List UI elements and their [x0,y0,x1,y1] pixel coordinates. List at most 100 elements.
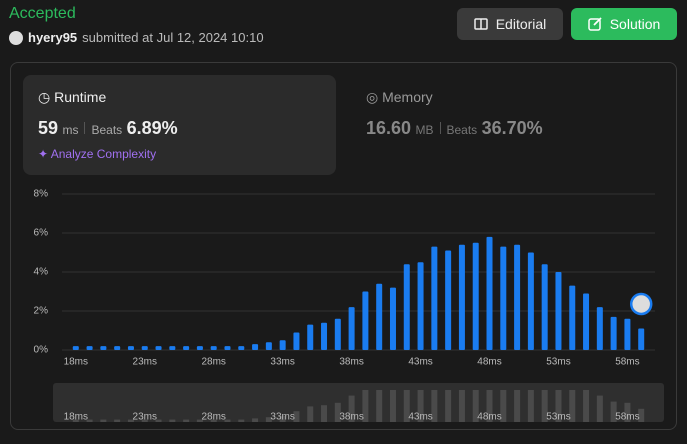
x-tick-label: 33ms [270,357,294,368]
minimap[interactable] [53,383,664,422]
bar[interactable] [210,346,217,350]
mini-bar [638,408,645,422]
bar[interactable] [72,346,79,350]
mini-bar [389,390,396,422]
y-tick-label: 4% [34,267,49,278]
mini-bar [486,390,493,422]
mini-bar [169,419,176,422]
bar[interactable] [445,250,452,350]
bar[interactable] [86,346,93,350]
memory-title[interactable]: ◎ Memory [366,89,433,105]
x-tick-label: 23ms [133,357,157,368]
mini-bar [321,405,328,422]
bar[interactable] [321,322,328,350]
mini-bar [293,411,300,422]
x-tick-label: 38ms [339,357,363,368]
mini-bar [196,419,203,422]
bar[interactable] [514,244,521,350]
mini-bar [376,390,383,422]
x-tick-label: 48ms [477,357,501,368]
minimap-tick-label: 38ms [339,412,363,423]
mini-bar [155,419,162,422]
mini-bar [514,390,521,422]
bar[interactable] [486,236,493,350]
bar[interactable] [610,316,617,350]
bar[interactable] [238,346,245,350]
book-icon [473,18,488,30]
bar[interactable] [183,346,190,350]
y-tick-label: 8% [34,189,49,200]
mini-bar [86,419,93,422]
minimap-tick-label: 53ms [546,412,570,423]
bar[interactable] [555,272,562,350]
mini-bar [114,419,121,422]
memory-stats: 16.60 MB Beats 36.70% [366,118,543,139]
solution-button[interactable]: Solution [571,8,677,40]
mini-bar [183,419,190,422]
analyze-link[interactable]: ✦ Analyze Complexity [38,147,157,161]
bar[interactable] [293,332,300,350]
bar[interactable] [334,318,341,350]
minimap-tick-label: 23ms [133,412,157,423]
mini-bar [252,418,259,422]
beats-label: Beats [446,123,478,137]
bar[interactable] [458,244,465,350]
user[interactable]: hyery95 [28,30,78,45]
mini-bar [362,390,369,422]
x-tick-label: 28ms [201,357,225,368]
mini-bar [596,395,603,422]
beats: 36.70% [481,118,543,138]
text: Memory [382,89,433,105]
bar[interactable] [196,346,203,350]
mini-bar [472,390,479,422]
bar[interactable] [500,246,507,350]
bar[interactable] [389,287,396,350]
bar[interactable] [141,346,148,350]
bar[interactable] [596,307,603,350]
y-tick-label: 2% [34,306,49,317]
bar[interactable] [541,264,548,350]
bar[interactable] [127,346,134,350]
mini-bar [541,390,548,422]
value: 16.60 [366,118,412,138]
panel [10,62,677,430]
bar[interactable] [417,262,424,350]
bar[interactable] [472,242,479,350]
bar[interactable] [169,346,176,350]
bar[interactable] [624,318,631,350]
bar[interactable] [265,342,272,350]
mini-bar [610,401,617,422]
bar[interactable] [403,264,410,350]
y-tick-label: 0% [34,345,49,356]
bar[interactable] [279,340,286,350]
bar[interactable] [114,346,121,350]
mini-bar [555,390,562,422]
mini-bar [500,390,507,422]
bar[interactable] [224,346,231,350]
bar[interactable] [583,293,590,350]
bar[interactable] [638,328,645,350]
mini-bar [403,390,410,422]
bar[interactable] [362,291,369,351]
mini-bar [458,390,465,422]
text: Runtime [54,89,107,105]
bar[interactable] [252,344,259,350]
minimap-tick-label: 43ms [408,412,432,423]
bar[interactable] [527,252,534,351]
mini-bar [445,390,452,422]
bar[interactable] [348,307,355,350]
mini-bar [527,390,534,422]
bar[interactable] [100,346,107,350]
submitted: submitted at Jul 12, 2024 10:10 [82,30,264,45]
minimap-tick-label: 48ms [477,412,501,423]
mini-bar [334,402,341,422]
editorial-button[interactable]: Editorial [457,8,563,40]
x-tick-label: 58ms [615,357,639,368]
bar[interactable] [307,324,314,350]
runtime-card[interactable] [23,75,336,175]
bar[interactable] [569,285,576,350]
bar[interactable] [431,246,438,350]
bar[interactable] [376,283,383,350]
bar[interactable] [155,346,162,350]
